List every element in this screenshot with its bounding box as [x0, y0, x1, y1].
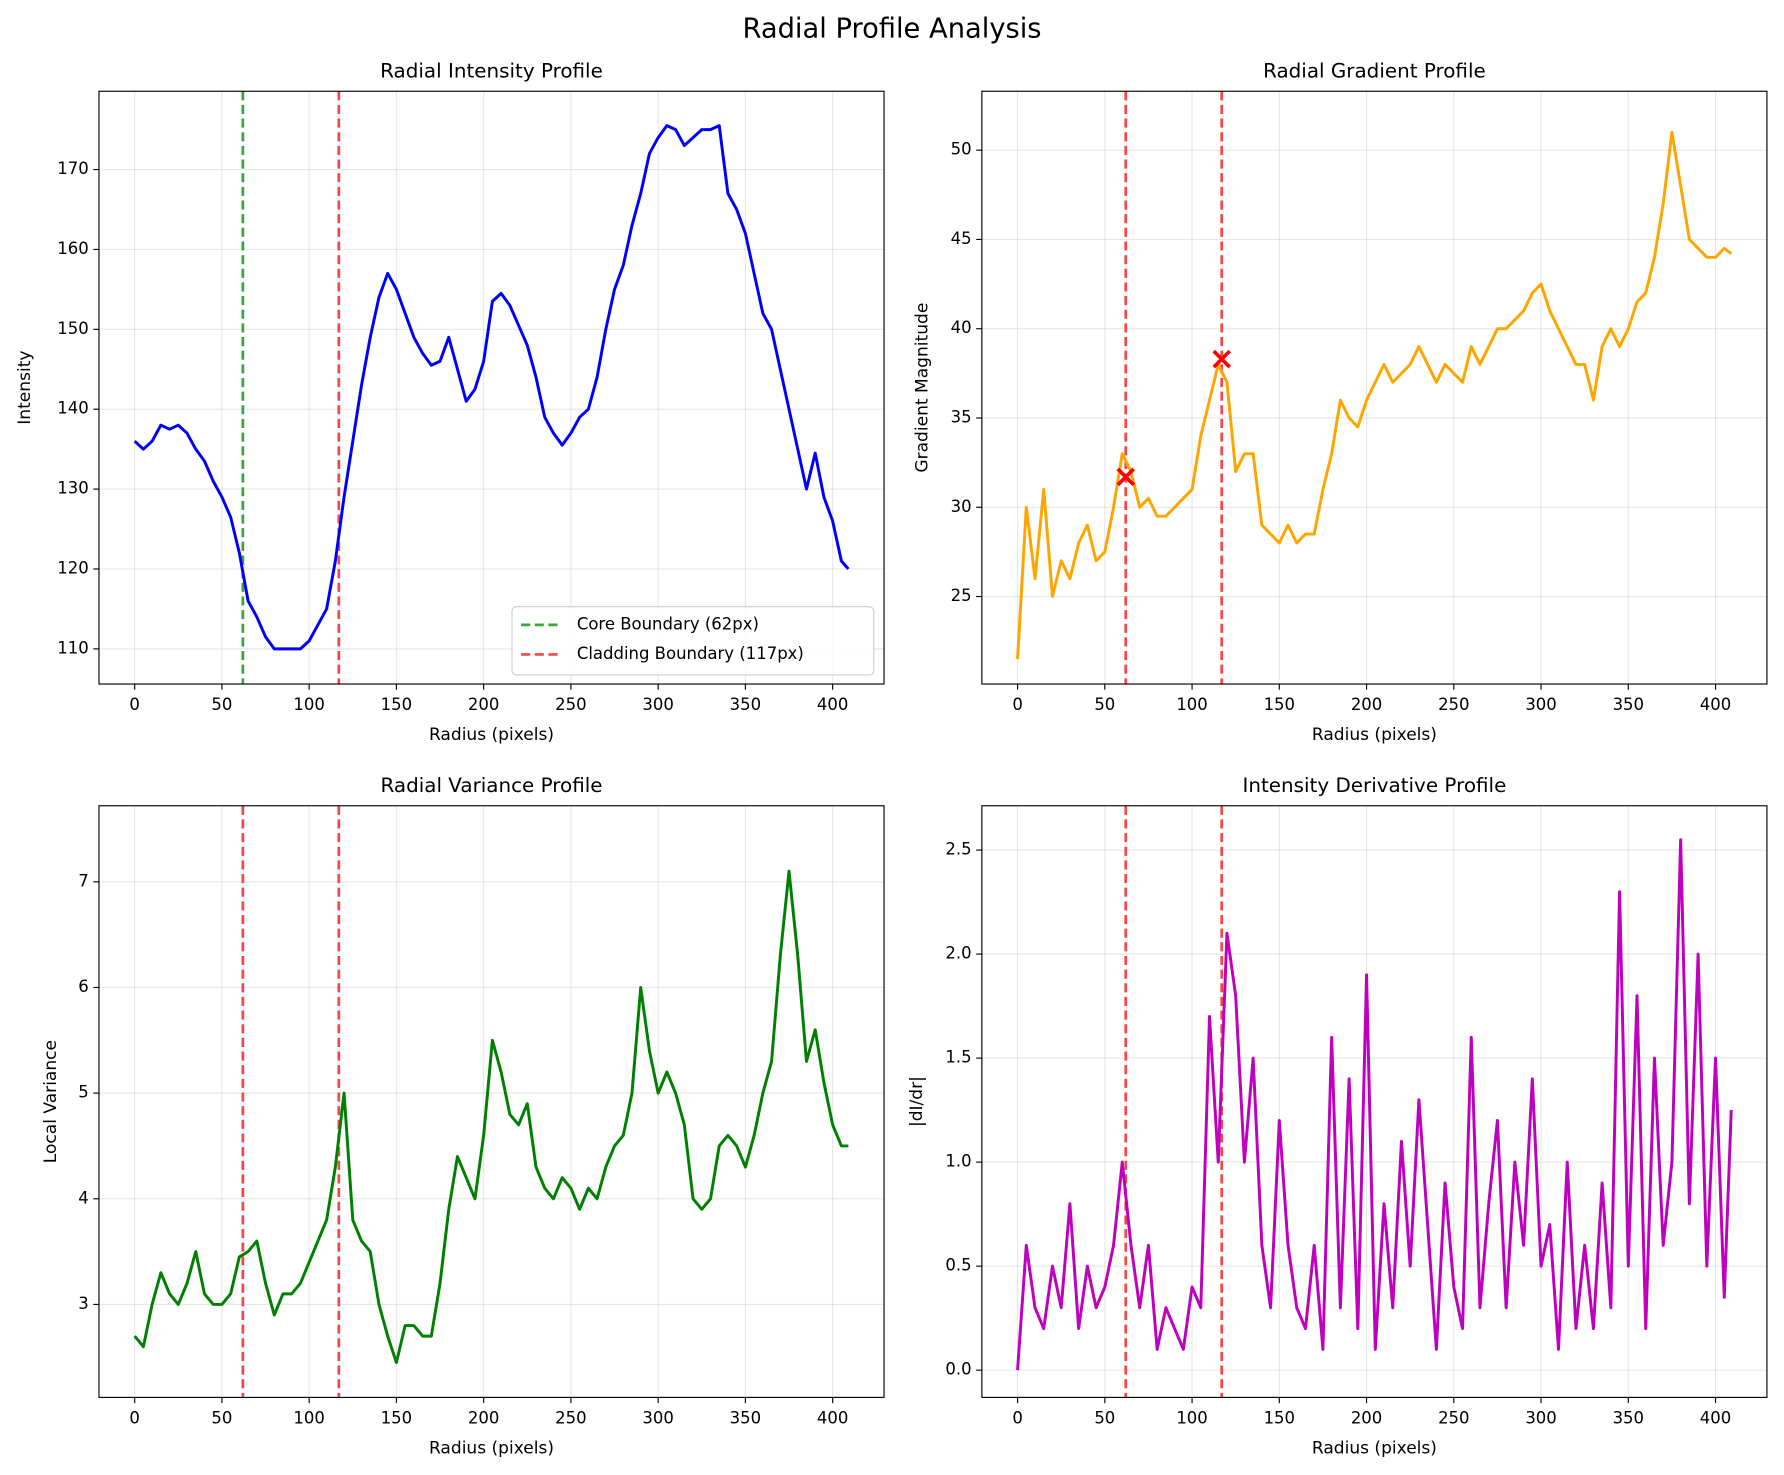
axes-frame	[98, 805, 885, 1398]
axes-frame	[981, 90, 1768, 685]
x-axis-label: Radius (pixels)	[429, 725, 554, 745]
y-tick-label: 0.5	[945, 1256, 971, 1275]
x-tick-label: 400	[1700, 1409, 1731, 1428]
x-tick-label: 350	[1613, 695, 1644, 714]
axes-frame	[981, 805, 1768, 1398]
boundary-marker	[1212, 349, 1231, 369]
y-tick-label: 160	[57, 239, 88, 258]
x-tick-label: 150	[1264, 695, 1295, 714]
y-axis-label: Local Variance	[41, 1040, 61, 1163]
data-line	[133, 869, 849, 1365]
x-tick-label: 0	[129, 695, 140, 714]
x-tick-label: 100	[293, 1409, 324, 1428]
axes-title: Radial Gradient Profile	[1263, 59, 1486, 82]
axes-title: Radial Intensity Profile	[380, 59, 603, 82]
x-axis-label: Radius (pixels)	[1312, 1439, 1437, 1459]
y-tick-label: 4	[78, 1188, 89, 1207]
y-tick-label: 0.0	[945, 1360, 971, 1379]
y-axis-label: Intensity	[15, 351, 35, 425]
x-tick-label: 350	[730, 1409, 761, 1428]
y-tick-label: 1.0	[945, 1152, 971, 1171]
x-tick-label: 0	[1012, 695, 1023, 714]
y-tick-label: 25	[951, 586, 972, 605]
data-line	[1016, 130, 1733, 660]
x-tick-label: 150	[1264, 1409, 1295, 1428]
x-tick-label: 50	[1094, 695, 1115, 714]
axes-title: Intensity Derivative Profile	[1242, 774, 1506, 797]
x-tick-label: 350	[730, 695, 761, 714]
x-tick-label: 250	[1438, 1409, 1469, 1428]
x-tick-label: 400	[1700, 695, 1731, 714]
y-tick-label: 140	[57, 399, 88, 418]
y-tick-label: 2.0	[945, 944, 971, 963]
x-tick-label: 150	[381, 1409, 412, 1428]
y-tick-label: 150	[57, 319, 88, 338]
x-tick-label: 0	[1012, 1409, 1023, 1428]
x-tick-label: 300	[642, 1409, 673, 1428]
y-axis-label: |dI/dr|	[907, 1076, 927, 1127]
y-axis-label: Gradient Magnitude	[913, 303, 933, 473]
x-tick-label: 50	[1094, 1409, 1115, 1428]
x-tick-label: 50	[211, 1409, 232, 1428]
x-axis-label: Radius (pixels)	[429, 1439, 554, 1459]
y-tick-label: 2.5	[945, 840, 971, 859]
y-tick-label: 40	[951, 318, 972, 337]
x-tick-label: 200	[468, 695, 499, 714]
y-tick-label: 7	[78, 871, 89, 890]
y-tick-label: 170	[57, 159, 88, 178]
x-tick-label: 200	[468, 1409, 499, 1428]
data-line	[1016, 838, 1733, 1371]
y-tick-label: 1.5	[945, 1048, 971, 1067]
y-tick-label: 30	[951, 497, 972, 516]
x-tick-label: 300	[1525, 695, 1556, 714]
legend-label: Cladding Boundary (117px)	[577, 644, 804, 663]
y-tick-label: 130	[57, 479, 88, 498]
x-tick-label: 0	[129, 1409, 140, 1428]
x-tick-label: 200	[1351, 695, 1382, 714]
y-tick-label: 110	[57, 638, 88, 657]
x-tick-label: 150	[381, 695, 412, 714]
y-tick-label: 45	[951, 229, 972, 248]
boundary-marker	[1116, 467, 1136, 487]
legend-box	[511, 606, 875, 676]
x-tick-label: 100	[293, 695, 324, 714]
legend-label: Core Boundary (62px)	[577, 614, 759, 633]
x-axis-label: Radius (pixels)	[1312, 725, 1437, 745]
axes-frame	[98, 90, 885, 685]
y-tick-label: 120	[57, 558, 88, 577]
x-tick-label: 400	[817, 695, 848, 714]
y-tick-label: 50	[951, 140, 972, 159]
x-tick-label: 50	[211, 695, 232, 714]
x-tick-label: 300	[1525, 1409, 1556, 1428]
y-tick-label: 5	[78, 1083, 89, 1102]
data-line	[133, 124, 850, 651]
y-tick-label: 3	[78, 1294, 89, 1313]
x-tick-label: 100	[1176, 695, 1207, 714]
figure-title: Radial Profile Analysis	[742, 13, 1041, 44]
x-tick-label: 250	[1438, 695, 1469, 714]
x-tick-label: 250	[555, 695, 586, 714]
x-tick-label: 200	[1351, 1409, 1382, 1428]
y-tick-label: 35	[951, 407, 972, 426]
x-tick-label: 400	[817, 1409, 848, 1428]
y-tick-label: 6	[78, 977, 89, 996]
x-tick-label: 300	[642, 695, 673, 714]
x-tick-label: 250	[555, 1409, 586, 1428]
x-tick-label: 100	[1176, 1409, 1207, 1428]
axes-title: Radial Variance Profile	[380, 774, 602, 797]
x-tick-label: 350	[1613, 1409, 1644, 1428]
